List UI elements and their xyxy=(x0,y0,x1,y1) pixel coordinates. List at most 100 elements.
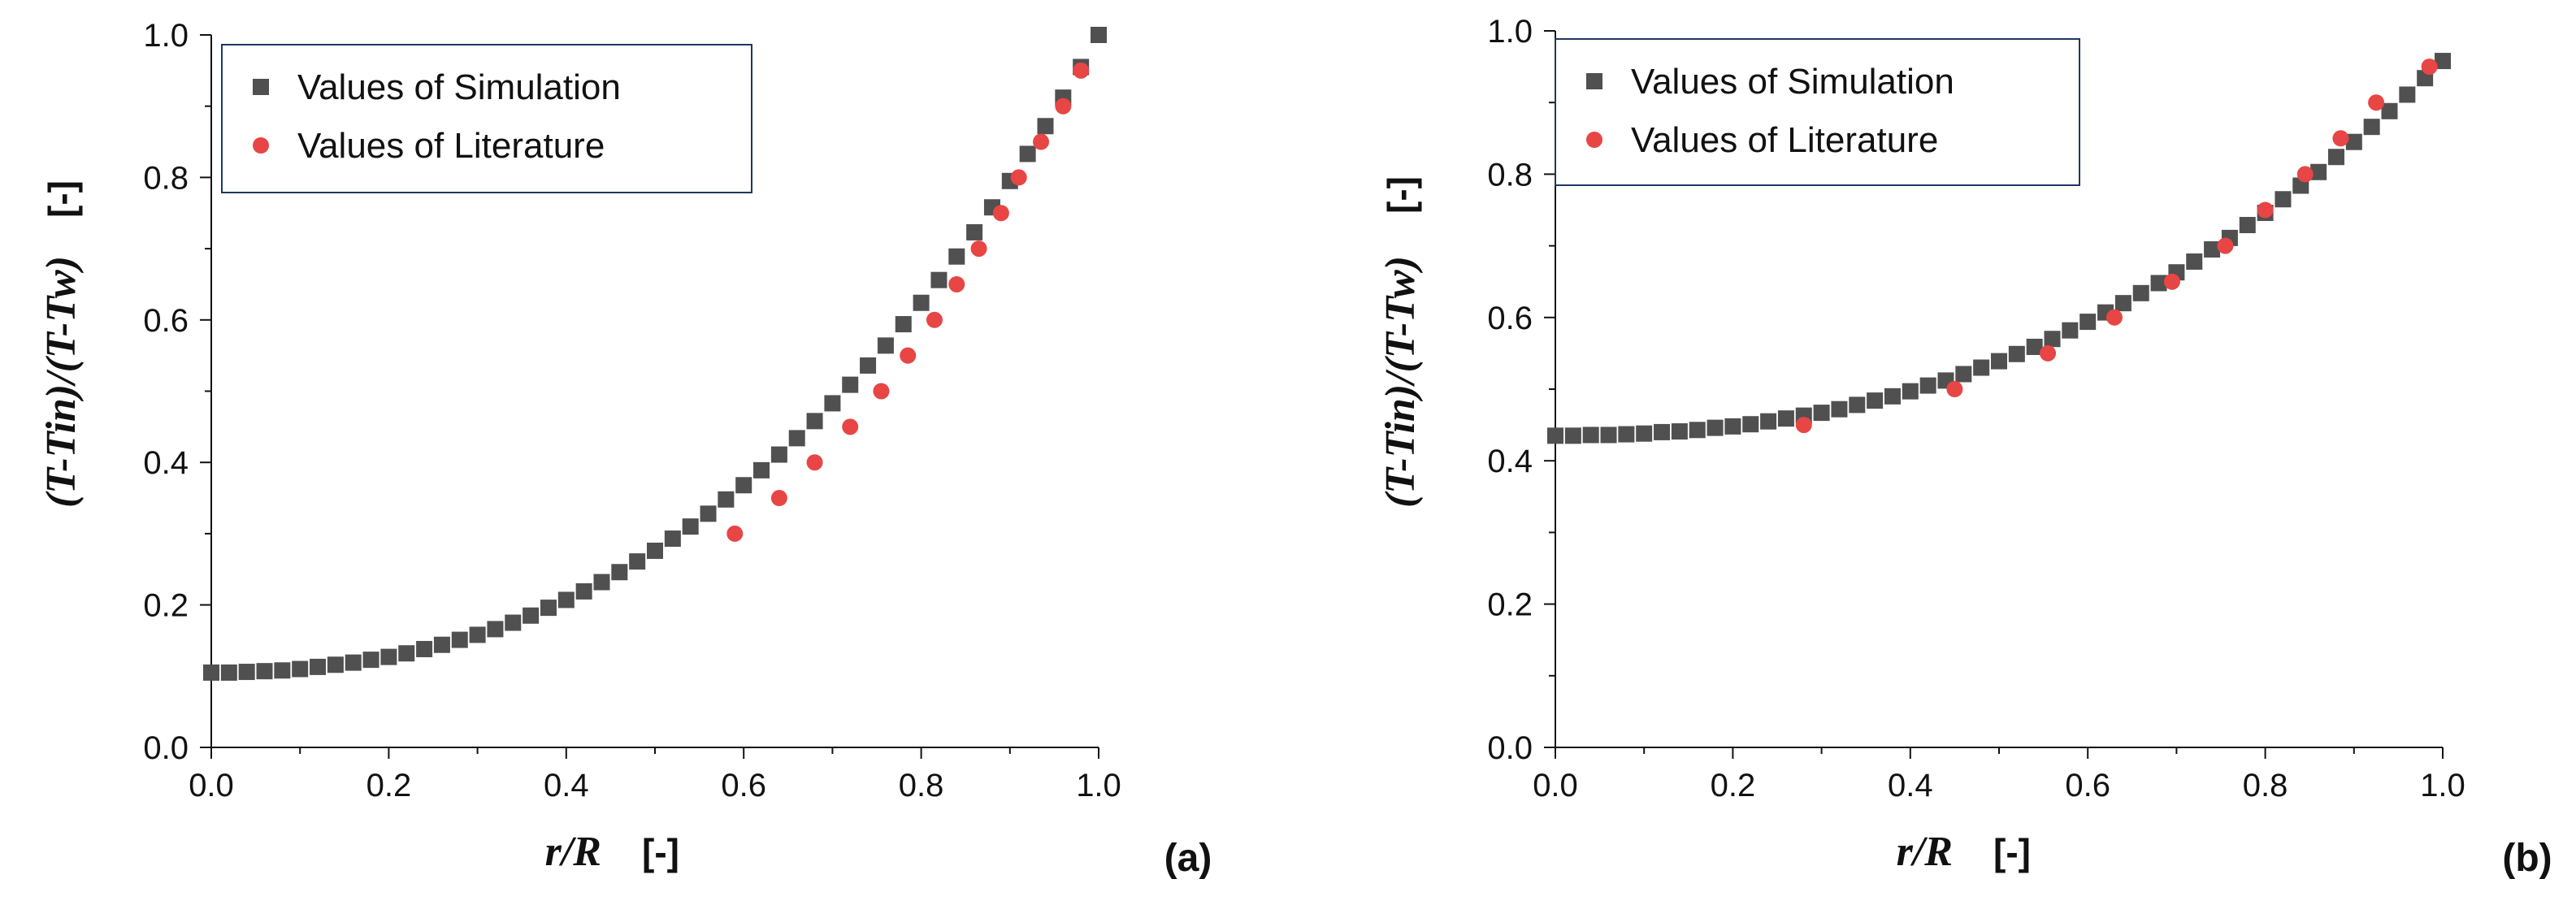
legend-marker-square xyxy=(1586,73,1602,89)
data-point-square xyxy=(1849,396,1866,414)
x-tick-label: 0.2 xyxy=(1711,768,1756,803)
x-tick-label: 0.2 xyxy=(366,768,412,803)
x-tick-label: 0.0 xyxy=(189,768,234,803)
data-point-square xyxy=(682,518,699,535)
data-point-square xyxy=(469,626,486,643)
chart-panel-a: 0.0 0.2 0.4 0.6 0.8 1.0 0.0 0.2 0.4 0.6 0.8 1.0 r/R [… xyxy=(38,18,1212,880)
data-point-square xyxy=(416,640,433,657)
data-point-circle xyxy=(2040,344,2057,362)
legend-entry: Values of Simulation xyxy=(297,67,621,107)
data-point-square xyxy=(505,614,522,631)
legend-entry: Values of Literature xyxy=(297,126,605,166)
data-point-square xyxy=(593,574,610,591)
data-point-circle xyxy=(726,525,744,542)
data-point-square xyxy=(345,654,362,671)
data-point-square xyxy=(2381,102,2398,119)
y-axis-unit: [-] xyxy=(1380,176,1422,214)
data-point-square xyxy=(487,621,504,638)
data-point-circle xyxy=(1946,381,1963,397)
legend: Values of Simulation Values of Literature xyxy=(1555,38,2080,186)
y-tick-label: 0.4 xyxy=(143,445,189,481)
data-point-square xyxy=(2008,345,2025,362)
x-tick-label: 0.4 xyxy=(1888,768,1933,803)
x-tick-label: 0.4 xyxy=(544,768,589,803)
data-point-square xyxy=(1706,419,1724,436)
data-point-square xyxy=(2079,314,2097,331)
data-point-circle xyxy=(1010,169,1027,186)
data-point-square xyxy=(2327,149,2344,166)
y-axis-title: (T-Tin)/(T-Tw) xyxy=(38,256,85,508)
data-point-square xyxy=(664,530,681,548)
y-tick-label: 0.2 xyxy=(1487,587,1533,623)
y-tick-label: 0.0 xyxy=(1487,730,1533,766)
data-point-square xyxy=(770,446,787,463)
legend-box xyxy=(1555,38,2080,186)
legend-entry: Values of Literature xyxy=(1631,120,1938,160)
data-point-square xyxy=(2363,119,2380,136)
chart-panel-b: 0.0 0.2 0.4 0.6 0.8 1.0 0.0 0.2 0.4 0.6 0.8 1.0 r/R [… xyxy=(1377,14,2552,880)
data-point-circle xyxy=(873,383,890,400)
legend: Values of Simulation Values of Literature xyxy=(221,44,752,193)
data-point-circle xyxy=(2332,130,2349,147)
legend-entry: Values of Simulation xyxy=(1631,62,1954,102)
y-tick-label: 0.0 xyxy=(143,730,189,766)
data-point-square xyxy=(1973,359,1990,376)
data-point-circle xyxy=(2296,166,2314,183)
y-tick-label: 0.8 xyxy=(1487,157,1533,193)
x-tick-label: 0.0 xyxy=(1533,768,1578,803)
data-point-circle xyxy=(806,454,823,471)
data-point-square xyxy=(1813,405,1830,422)
data-point-square xyxy=(2186,253,2203,271)
data-point-square xyxy=(2062,322,2079,339)
legend-box xyxy=(221,44,752,193)
data-point-square xyxy=(1777,410,1794,427)
data-point-circle xyxy=(770,490,787,507)
data-point-circle xyxy=(948,275,965,292)
data-point-square xyxy=(398,645,415,662)
data-point-square xyxy=(1618,426,1635,443)
y-tick-label: 0.4 xyxy=(1487,444,1533,479)
data-point-square xyxy=(1636,425,1653,442)
data-point-square xyxy=(1724,418,1741,435)
y-tick-label: 1.0 xyxy=(143,18,189,54)
data-point-square xyxy=(1654,423,1671,440)
data-point-square xyxy=(1091,27,1107,43)
data-point-square xyxy=(2204,241,2221,258)
legend-marker-circle xyxy=(1586,132,1602,148)
data-point-square xyxy=(2132,284,2149,301)
data-point-square xyxy=(2310,163,2327,180)
data-point-square xyxy=(220,664,237,681)
data-point-square xyxy=(1582,427,1599,444)
data-point-square xyxy=(930,271,948,288)
data-point-square xyxy=(2044,331,2061,348)
x-axis-title: r/R xyxy=(545,829,601,875)
x-tick-label: 0.6 xyxy=(2065,768,2110,803)
data-point-square xyxy=(1831,401,1848,418)
data-point-square xyxy=(806,413,823,430)
data-point-square xyxy=(256,663,273,680)
data-point-square xyxy=(966,223,983,240)
data-point-square xyxy=(913,294,930,311)
data-point-square xyxy=(557,591,575,608)
data-point-square xyxy=(1689,422,1706,439)
x-tick-label: 0.8 xyxy=(2243,768,2288,803)
x-axis-title: r/R xyxy=(1897,829,1953,875)
data-point-square xyxy=(842,376,859,393)
data-point-square xyxy=(1902,383,1919,400)
data-point-square xyxy=(2399,86,2416,103)
data-point-square xyxy=(2435,53,2451,70)
data-point-square xyxy=(433,636,450,653)
series-simulation xyxy=(1547,53,2451,444)
data-point-square xyxy=(1742,416,1759,433)
data-point-circle xyxy=(2421,58,2438,76)
data-point-square xyxy=(647,542,663,559)
legend-marker-circle xyxy=(253,137,269,154)
data-point-square xyxy=(860,357,877,374)
data-point-square xyxy=(1547,427,1563,444)
data-point-square xyxy=(380,648,397,665)
data-point-square xyxy=(1991,353,2007,370)
data-point-circle xyxy=(992,205,1009,222)
data-point-square xyxy=(238,664,255,681)
data-point-square xyxy=(1019,145,1036,162)
data-point-square xyxy=(523,607,540,624)
